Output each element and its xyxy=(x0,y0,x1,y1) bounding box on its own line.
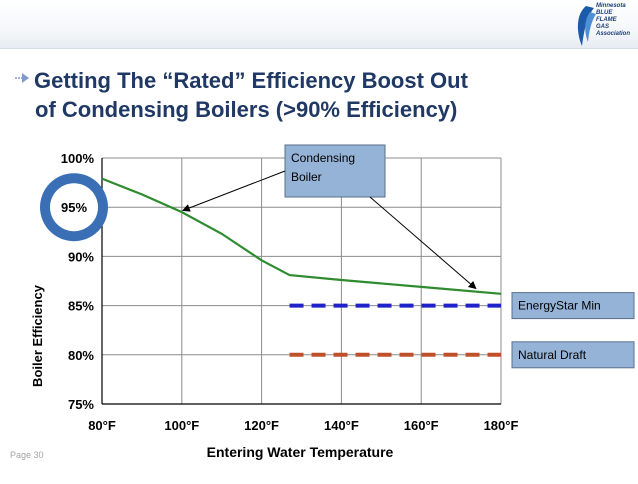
x-tick-label: 160°F xyxy=(404,418,439,433)
association-logo xyxy=(577,6,596,46)
condensing-callout-text: Boiler xyxy=(291,170,322,184)
x-axis-label: Entering Water Temperature xyxy=(207,444,394,460)
slide-title-line-2: of Condensing Boilers (>90% Efficiency) xyxy=(35,97,458,122)
y-tick-label: 80% xyxy=(68,348,94,363)
y-axis-label: Boiler Efficiency xyxy=(30,284,45,387)
chart-grid xyxy=(101,157,502,405)
header-band xyxy=(0,0,638,49)
page-number: Page 30 xyxy=(10,450,44,460)
natural-draft-label-box xyxy=(511,341,635,369)
natural-draft-label: Natural Draft xyxy=(518,348,587,362)
chart-container: 75% 80% 85% 90% 95% 100% 80°F 100°F 120°F 140°F 16… xyxy=(0,138,638,479)
series-line-1 xyxy=(101,177,502,295)
x-tick-label: 80°F xyxy=(88,418,116,433)
condensing-callout-box xyxy=(284,144,386,198)
slide-title: Getting The “Rated” Efficiency Boost Out… xyxy=(34,66,594,124)
condensing-callout-text: Condensing xyxy=(291,151,355,165)
plot-area xyxy=(102,158,501,404)
callout-arrow-1 xyxy=(181,170,286,212)
y-tick-label: 100% xyxy=(61,151,95,166)
x-tick-label: 120°F xyxy=(244,418,279,433)
y-tick-label: 85% xyxy=(68,299,94,314)
y-tick-label: 75% xyxy=(68,397,94,412)
title-bullet-arrow-icon xyxy=(15,73,29,83)
energystar-label-box xyxy=(511,292,635,320)
y-tick-label: 90% xyxy=(68,249,94,264)
x-tick-label: 100°F xyxy=(164,418,199,433)
energystar-label: EnergyStar Min xyxy=(518,299,601,313)
x-tick-label: 180°F xyxy=(484,418,519,433)
efficiency-chart: 75% 80% 85% 90% 95% 100% 80°F 100°F 120°F 140°F 16… xyxy=(30,144,635,460)
callout-arrow-2 xyxy=(369,196,477,290)
chart-annotations: 95% Condensing Boiler EnergyStar Min Natural… xyxy=(40,144,635,369)
highlight-ring-center xyxy=(50,183,98,232)
chart-series xyxy=(101,177,502,357)
logo-wordmark: Minnesota BLUE FLAME GAS Association xyxy=(596,3,631,37)
x-tick-label: 140°F xyxy=(324,418,359,433)
slide-title-line-1: Getting The “Rated” Efficiency Boost Out xyxy=(34,68,468,93)
highlight-label: 95% xyxy=(61,200,87,215)
